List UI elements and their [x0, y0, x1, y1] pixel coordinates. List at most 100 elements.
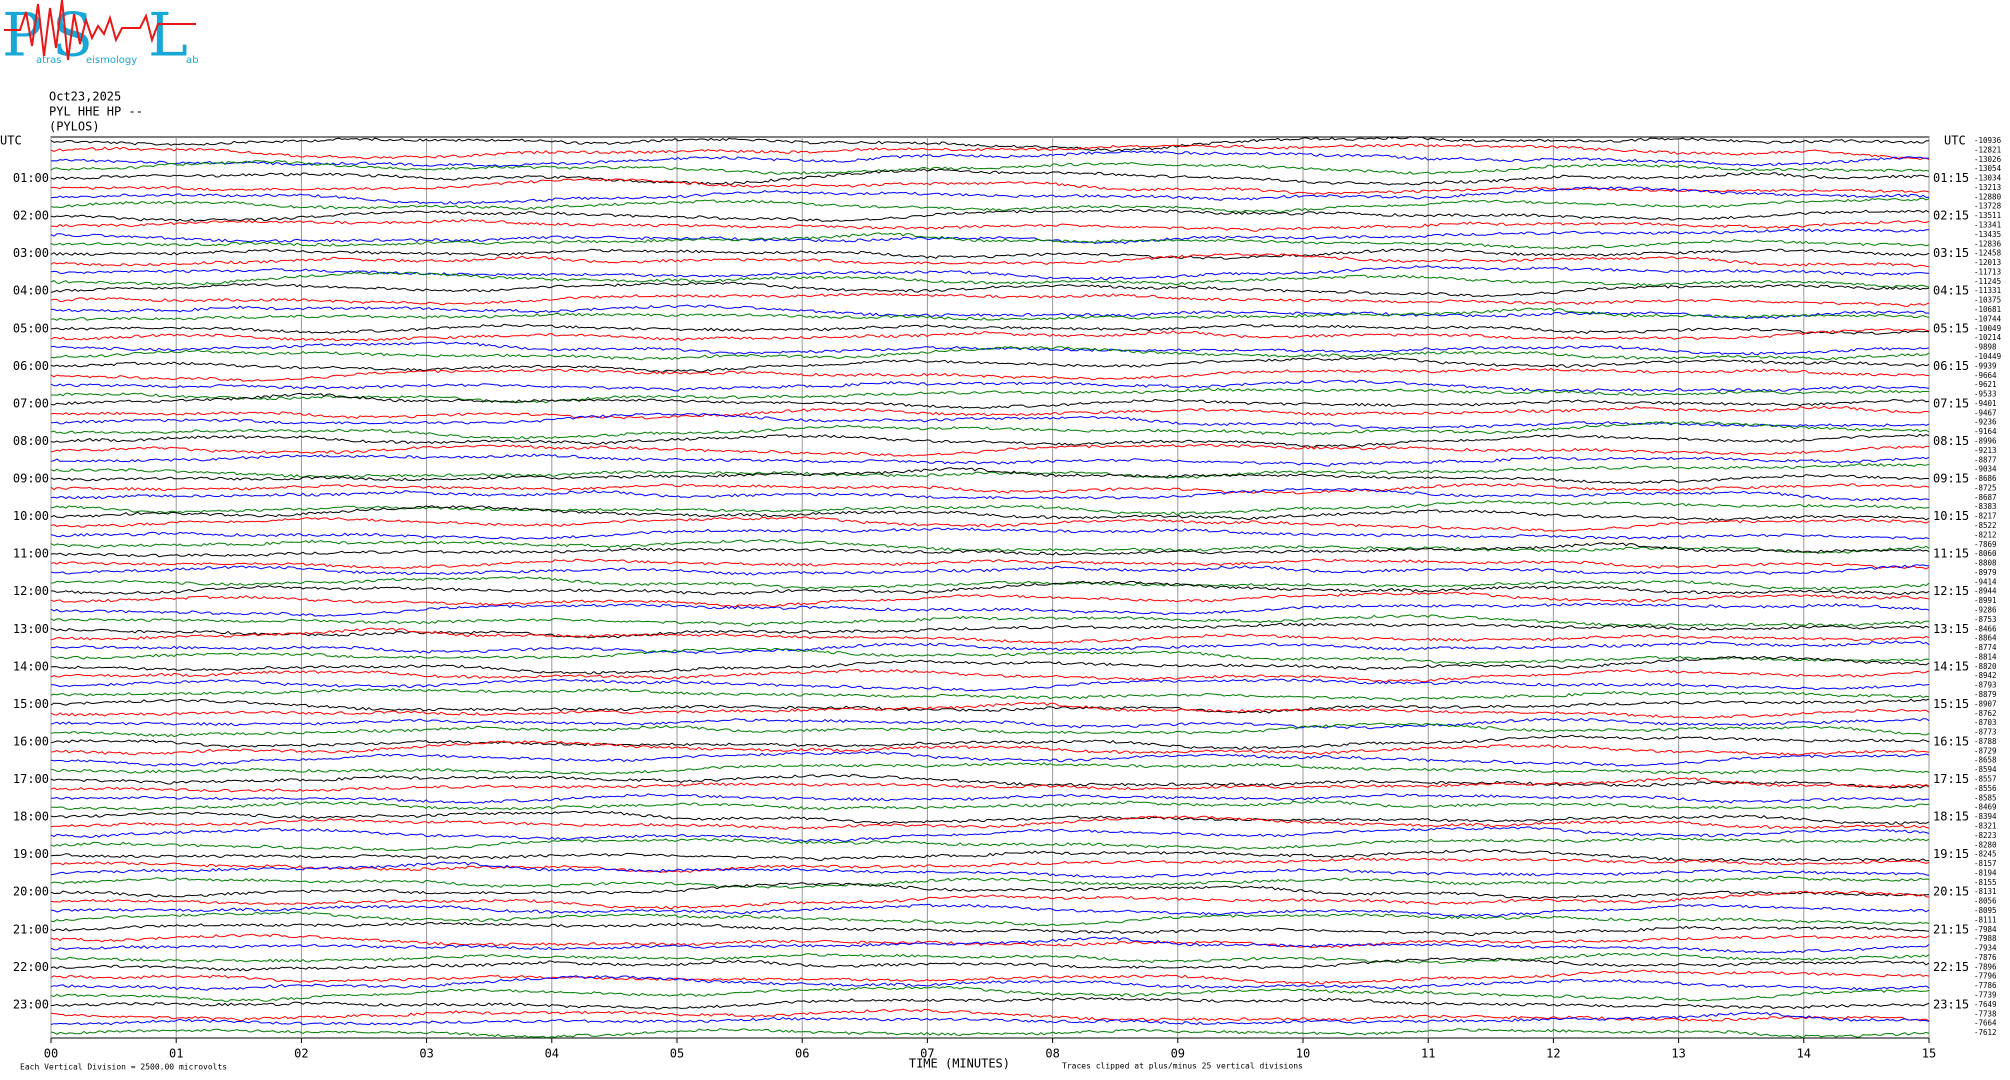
x-tick-label: 00	[44, 1047, 58, 1061]
title-line: PYL HHE HP --	[49, 105, 143, 119]
trace	[50, 379, 1930, 393]
hour-label-right: 01:15	[1933, 171, 1969, 185]
trace-offset: -10681	[1974, 305, 2001, 314]
trace-offset: -7984	[1974, 925, 1997, 934]
trace	[50, 168, 1930, 186]
trace	[50, 505, 1930, 521]
trace	[50, 150, 1930, 168]
trace	[50, 627, 1930, 644]
hour-label-left: 17:00	[13, 772, 49, 786]
x-tick-label: 08	[1045, 1047, 1059, 1061]
trace	[50, 952, 1930, 964]
trace	[50, 718, 1930, 730]
hour-label-right: 05:15	[1933, 321, 1969, 335]
x-tick-label: 04	[545, 1047, 559, 1061]
hour-label-left: 21:00	[13, 922, 49, 936]
trace-offset: -13034	[1974, 174, 2002, 183]
trace-offset: -9621	[1974, 380, 1997, 389]
trace	[50, 773, 1930, 789]
logo: P S L atras eismology ab	[2, 0, 198, 71]
trace-offset: -9401	[1974, 399, 1997, 408]
trace	[50, 861, 1930, 879]
hour-label-right: 13:15	[1933, 622, 1969, 636]
trace	[50, 292, 1930, 307]
trace-offset: -12836	[1974, 239, 2002, 248]
trace-offset: -8793	[1974, 681, 1997, 690]
hour-label-right: 15:15	[1933, 697, 1969, 711]
trace	[50, 345, 1930, 361]
trace-offset: -7739	[1974, 990, 1997, 999]
trace	[50, 647, 1930, 665]
trace-offset: -13054	[1974, 164, 2002, 173]
trace-offset: -8864	[1974, 634, 1997, 643]
x-tick-label: 09	[1171, 1047, 1185, 1061]
trace-offset: -8095	[1974, 906, 1997, 915]
trace-offset: -8383	[1974, 502, 1997, 511]
hour-label-left: 23:00	[13, 997, 49, 1011]
trace-offset: -13435	[1974, 230, 2001, 239]
trace-offset: -11713	[1974, 267, 2001, 276]
trace-offset: -13341	[1974, 221, 2001, 230]
x-tick-label: 11	[1421, 1047, 1435, 1061]
trace-offset: -8056	[1974, 897, 1997, 906]
trace	[50, 304, 1930, 320]
hour-label-left: 07:00	[13, 396, 49, 410]
x-tick-label: 10	[1296, 1047, 1310, 1061]
trace-offset: -8594	[1974, 765, 1997, 774]
logo-word: eismology	[86, 55, 137, 66]
trace-offset: -8157	[1974, 859, 1997, 868]
trace-offset: -8686	[1974, 474, 1997, 483]
title-line: Oct23,2025	[49, 90, 121, 104]
trace-offset: -9467	[1974, 408, 1997, 417]
trace-offset: -8991	[1974, 596, 1997, 605]
hour-label-left: 02:00	[13, 209, 49, 223]
trace	[50, 826, 1930, 842]
trace-offset: -8820	[1974, 662, 1997, 671]
trace-offset: -8725	[1974, 483, 1997, 492]
trace-offset: -8556	[1974, 784, 1997, 793]
trace	[50, 564, 1930, 576]
hour-label-left: 19:00	[13, 847, 49, 861]
trace	[50, 687, 1930, 702]
trace	[50, 356, 1930, 373]
trace-offset: -8223	[1974, 831, 1997, 840]
trace-offset: -7934	[1974, 944, 1997, 953]
trace	[50, 341, 1930, 356]
trace-offset: -12821	[1974, 145, 2001, 154]
hour-label-left: 15:00	[13, 697, 49, 711]
trace	[50, 933, 1930, 949]
trace	[50, 837, 1930, 852]
trace	[50, 328, 1930, 342]
trace-offset: -12013	[1974, 258, 2001, 267]
trace-offset: -11331	[1974, 286, 2001, 295]
trace	[50, 614, 1929, 627]
hour-label-right: 12:15	[1933, 584, 1969, 598]
trace	[50, 701, 1930, 719]
trace	[50, 160, 1930, 175]
trace	[50, 734, 1930, 750]
trace-offset: -9236	[1974, 418, 1997, 427]
hour-label-left: 11:00	[13, 547, 49, 561]
hour-label-left: 14:00	[13, 659, 49, 673]
trace-offset: -7869	[1974, 540, 1997, 549]
trace-offset: -8394	[1974, 812, 1997, 821]
trace	[50, 576, 1930, 591]
trace	[50, 975, 1930, 991]
trace	[50, 178, 1930, 195]
x-tick-label: 01	[169, 1047, 183, 1061]
trace	[50, 810, 1930, 825]
hour-label-left: 08:00	[13, 434, 49, 448]
trace-offset: -9939	[1974, 361, 1997, 370]
trace	[50, 271, 1930, 289]
trace	[50, 186, 1930, 205]
trace-offset: -8703	[1974, 718, 1997, 727]
trace	[50, 622, 1930, 639]
trace	[50, 433, 1930, 448]
trace-offset: -7796	[1974, 972, 1997, 981]
hour-label-left: 04:00	[13, 284, 49, 298]
trace-offset: -8687	[1974, 493, 1997, 502]
x-tick-label: 03	[419, 1047, 433, 1061]
trace	[50, 558, 1930, 570]
trace-offset: -8212	[1974, 530, 1997, 539]
